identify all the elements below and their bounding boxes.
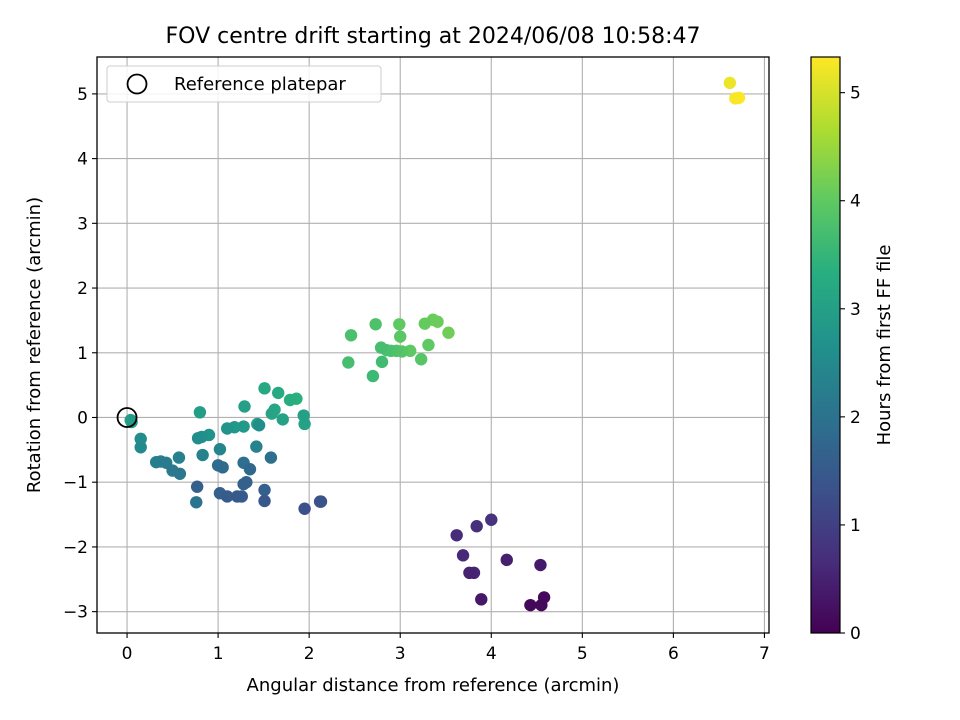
y-tick-label: −3 bbox=[63, 603, 88, 623]
colorbar-label: Hours from first FF file bbox=[874, 245, 895, 446]
data-point bbox=[237, 477, 250, 491]
y-tick-label: 0 bbox=[77, 408, 88, 428]
grid bbox=[97, 57, 769, 633]
colorbar-ticks: 0 1 2 3 4 5 bbox=[840, 84, 861, 644]
data-point bbox=[374, 341, 388, 354]
data-point bbox=[191, 431, 205, 445]
y-tick-label: 3 bbox=[77, 214, 88, 234]
x-tick-label: 5 bbox=[577, 644, 588, 664]
data-point bbox=[723, 76, 737, 90]
colorbar-tick-label: 2 bbox=[850, 408, 861, 428]
colorbar-tick-label: 4 bbox=[850, 192, 861, 212]
legend: Reference platepar bbox=[106, 65, 382, 103]
x-tick-label: 3 bbox=[395, 644, 406, 664]
data-point bbox=[193, 406, 207, 419]
data-point bbox=[173, 467, 187, 480]
data-point bbox=[535, 598, 548, 612]
data-point bbox=[250, 440, 263, 453]
x-tick-label: 1 bbox=[213, 644, 224, 664]
data-point bbox=[422, 338, 435, 352]
colorbar-tick-label: 0 bbox=[850, 624, 861, 644]
reference-platepar-marker bbox=[116, 407, 138, 428]
data-point bbox=[283, 393, 297, 407]
data-point bbox=[375, 355, 389, 369]
y-axis-label: Rotation from reference (arcmin) bbox=[24, 197, 45, 493]
y-axis-ticks: −3 −2 −1 0 1 2 3 4 5 bbox=[63, 85, 97, 623]
x-tick-label: 7 bbox=[759, 644, 770, 664]
y-tick-label: 2 bbox=[77, 279, 88, 299]
data-point bbox=[500, 553, 513, 567]
y-tick-label: 1 bbox=[77, 344, 88, 364]
data-points bbox=[124, 76, 746, 612]
data-point bbox=[258, 382, 271, 395]
x-tick-label: 2 bbox=[304, 644, 315, 664]
colorbar-gradient bbox=[810, 56, 841, 634]
legend-box bbox=[106, 65, 382, 103]
data-point bbox=[442, 326, 455, 339]
data-point bbox=[463, 566, 476, 580]
x-axis-ticks: 0 1 2 3 4 5 6 7 bbox=[122, 633, 770, 664]
data-point bbox=[231, 490, 244, 503]
data-point bbox=[366, 369, 380, 383]
data-point bbox=[216, 461, 229, 474]
data-point bbox=[258, 483, 271, 497]
x-axis-label: Angular distance from reference (arcmin) bbox=[247, 675, 620, 696]
legend-label: Reference platepar bbox=[174, 74, 346, 95]
data-point bbox=[524, 598, 537, 612]
data-point bbox=[418, 317, 432, 330]
data-point bbox=[213, 442, 227, 456]
data-point bbox=[393, 318, 406, 331]
data-point bbox=[485, 513, 498, 526]
data-point bbox=[344, 329, 358, 342]
data-point bbox=[172, 451, 186, 464]
x-tick-label: 6 bbox=[668, 644, 679, 664]
data-point bbox=[729, 92, 742, 105]
data-point bbox=[276, 413, 289, 426]
colorbar-tick-label: 1 bbox=[850, 516, 861, 536]
y-tick-label: −2 bbox=[63, 538, 88, 558]
data-point bbox=[297, 409, 310, 422]
data-point bbox=[394, 330, 407, 343]
data-point bbox=[125, 415, 138, 429]
y-tick-label: 5 bbox=[77, 85, 88, 105]
chart-title: FOV centre drift starting at 2024/06/08 … bbox=[166, 24, 701, 49]
plot-frame bbox=[96, 56, 770, 634]
data-point bbox=[252, 419, 266, 432]
data-point bbox=[534, 558, 547, 572]
colorbar: 0 1 2 3 4 5 Hours from first FF file bbox=[810, 56, 895, 644]
data-point bbox=[238, 400, 251, 413]
data-point bbox=[414, 353, 428, 366]
data-point bbox=[313, 495, 327, 508]
data-point bbox=[134, 441, 147, 454]
data-point bbox=[243, 463, 257, 476]
data-point bbox=[431, 315, 444, 328]
colorbar-tick-label: 3 bbox=[850, 300, 861, 320]
data-point bbox=[369, 318, 382, 331]
data-point bbox=[196, 448, 209, 462]
data-point bbox=[237, 420, 250, 433]
y-tick-label: 4 bbox=[77, 150, 88, 170]
legend-marker bbox=[126, 73, 148, 95]
data-point bbox=[265, 407, 279, 420]
x-tick-label: 4 bbox=[486, 644, 497, 664]
data-point bbox=[450, 529, 463, 542]
data-point bbox=[190, 496, 203, 509]
data-point bbox=[221, 490, 234, 503]
y-tick-label: −1 bbox=[63, 473, 88, 493]
data-point bbox=[264, 451, 278, 464]
data-point bbox=[298, 502, 311, 515]
data-point bbox=[342, 356, 355, 369]
data-point bbox=[258, 494, 271, 508]
data-point bbox=[456, 549, 470, 562]
x-tick-label: 0 bbox=[122, 644, 133, 664]
data-point bbox=[272, 386, 285, 400]
data-point bbox=[470, 520, 483, 533]
data-point bbox=[190, 480, 204, 493]
data-point bbox=[221, 422, 234, 435]
colorbar-tick-label: 5 bbox=[850, 84, 861, 104]
data-point bbox=[475, 593, 488, 606]
